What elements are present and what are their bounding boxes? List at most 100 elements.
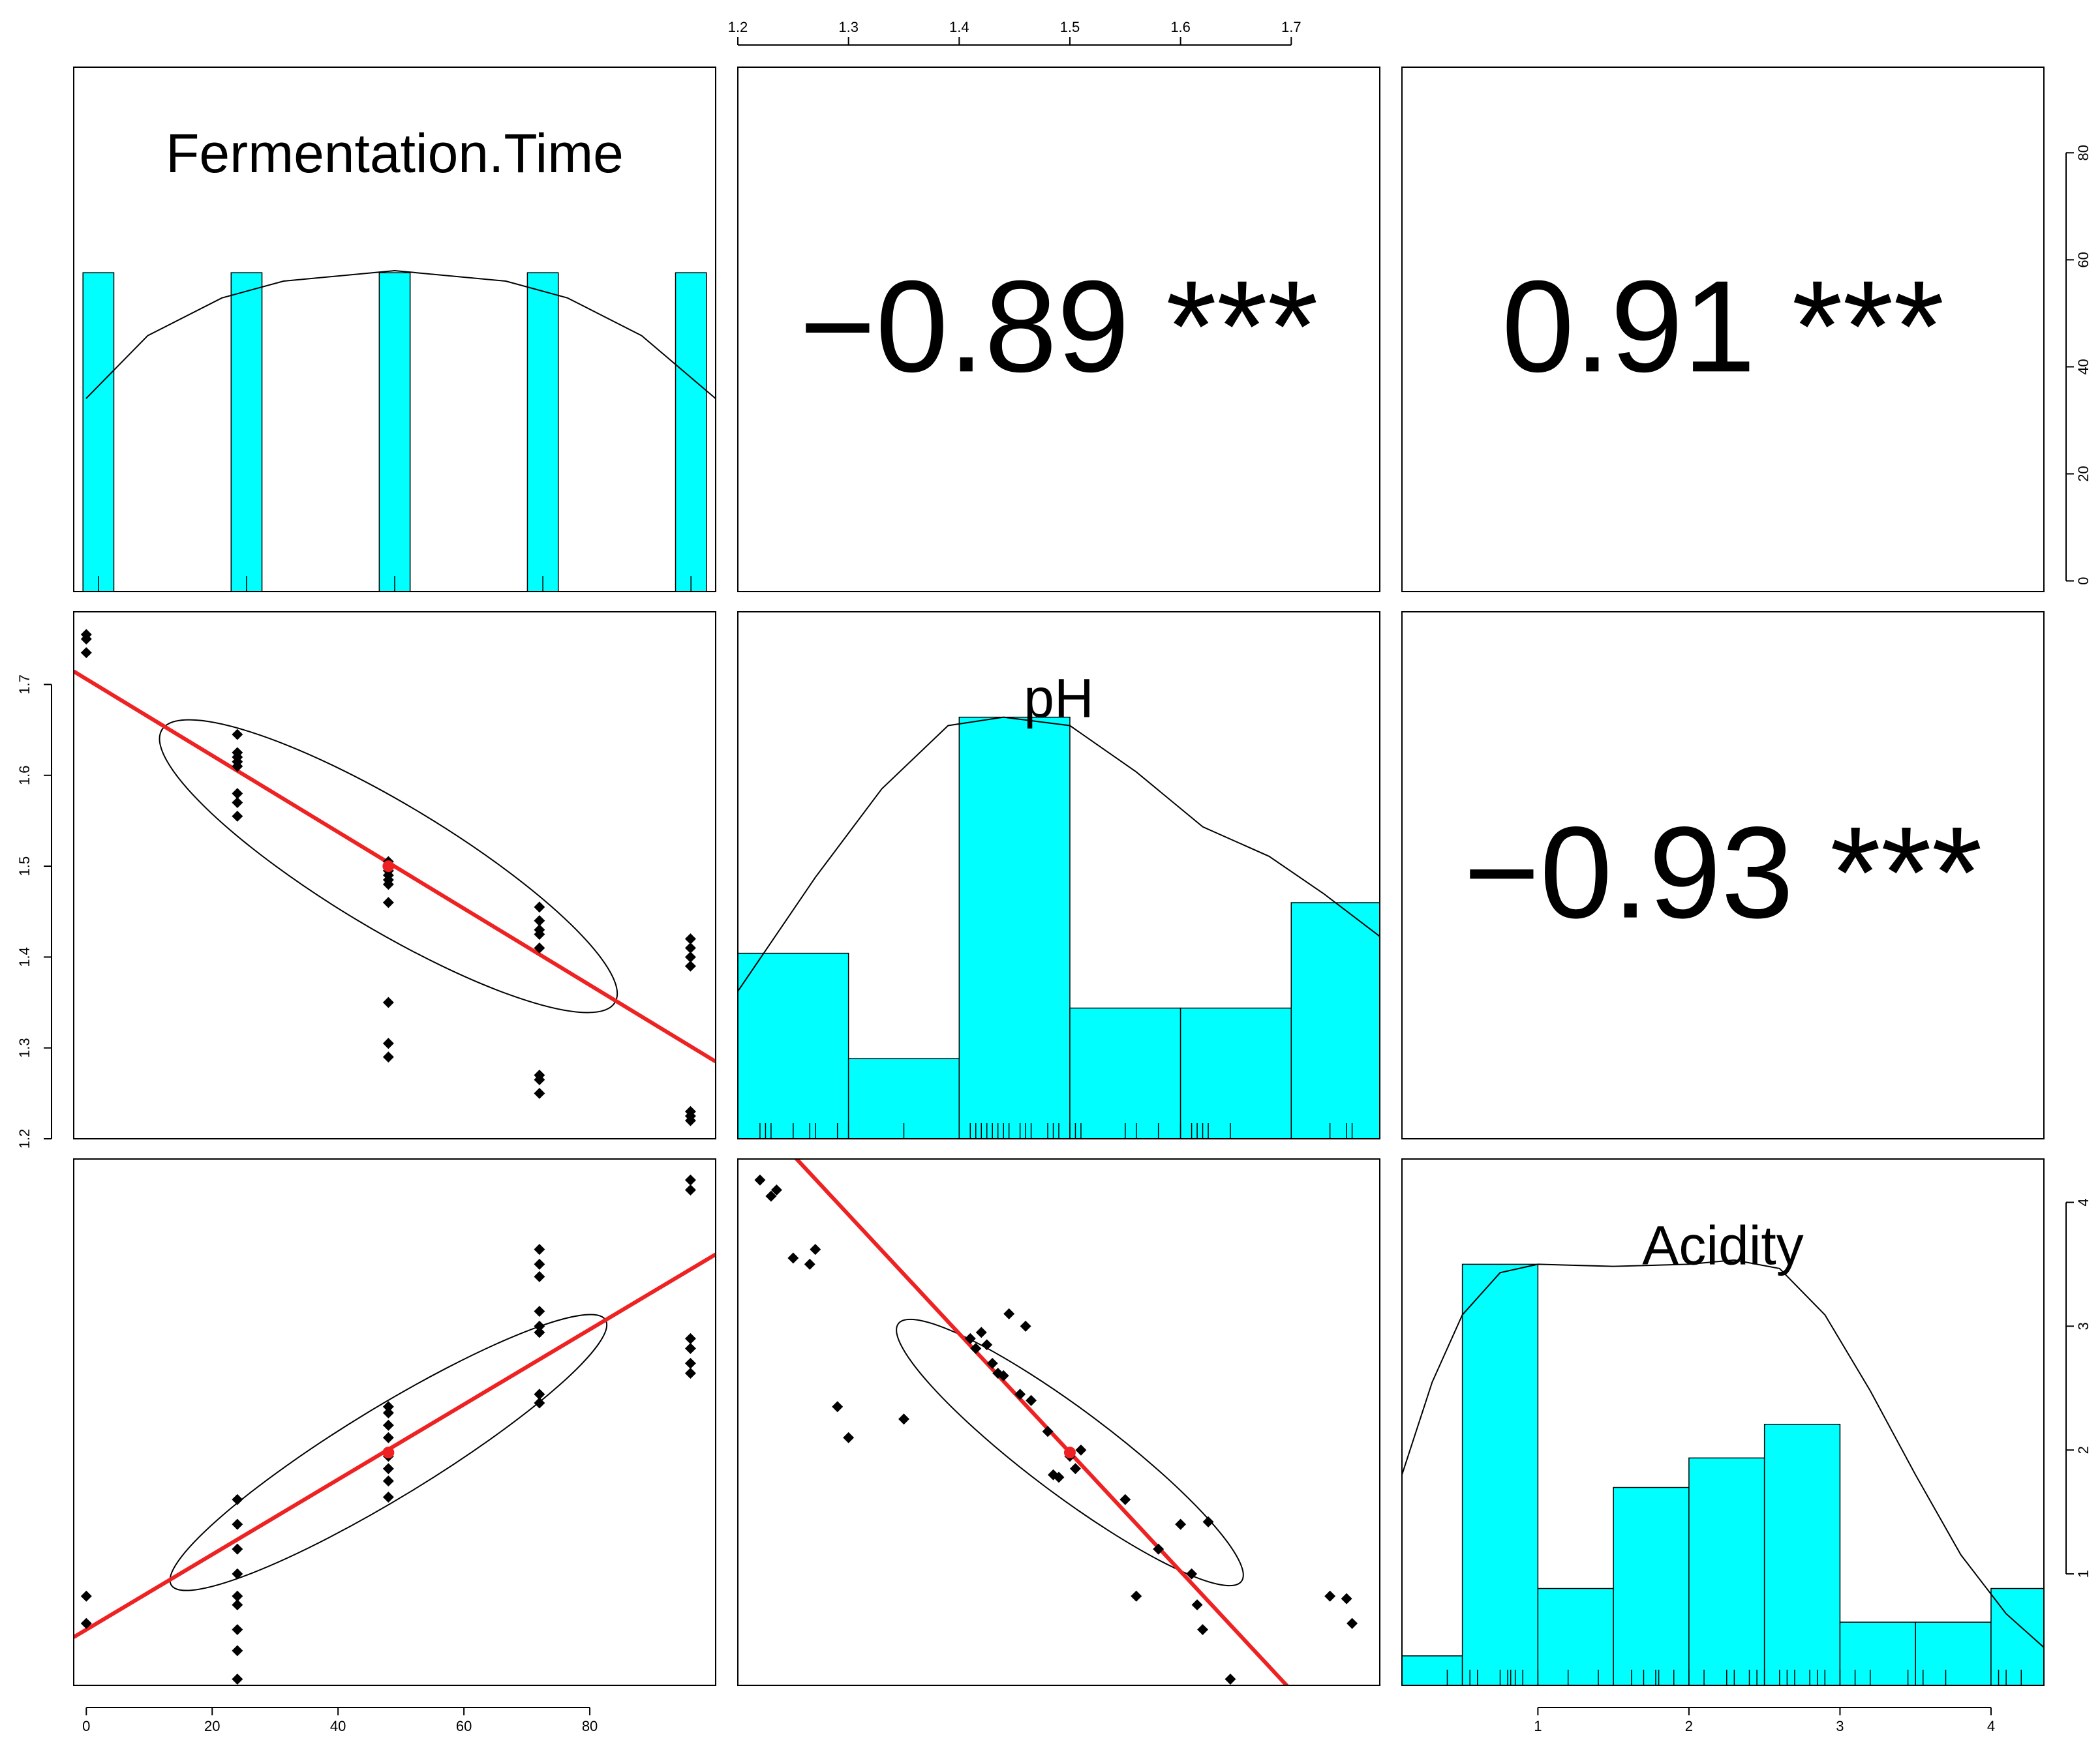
time_acidity-point-14: [382, 1432, 394, 1443]
acidity-hist-bar-6: [1839, 1621, 1916, 1686]
time_acidity-regression-line: [74, 1252, 716, 1639]
fermentation_time-hist-bar-0: [82, 272, 115, 592]
ph_acidity-point-19: [1026, 1394, 1037, 1406]
bottom-time-axis-tick-label-0: 0: [82, 1718, 90, 1734]
right-acidity-axis-tick-label-0: 1: [2075, 1570, 2092, 1578]
time_acidity-point-11: [382, 1401, 394, 1413]
left-ph-axis-tick-label-5: 1.7: [16, 674, 33, 695]
ph_acidity-point-0: [754, 1174, 766, 1186]
time_acidity-point-23: [534, 1320, 545, 1332]
bottom-acidity-axis-tick-label-2: 3: [1836, 1718, 1844, 1734]
time_acidity-point-27: [684, 1174, 696, 1186]
time_acidity-point-18: [382, 1491, 394, 1503]
top-ph-axis-tick-label-1: 1.3: [838, 19, 859, 35]
panel-scatter-time-ph-content: [74, 629, 716, 1126]
panel-acidity-diag-content: [1401, 1259, 2045, 1686]
time_ph-point-29: [684, 933, 696, 945]
time_acidity-point-13: [382, 1419, 394, 1431]
fermentation_time-title: Fermentation.Time: [166, 123, 624, 184]
acidity-density-curve: [1401, 1259, 2045, 1648]
time_ph-regression-line: [74, 669, 716, 1064]
top-ph-axis-tick-label-2: 1.4: [949, 19, 969, 35]
time_ph-point-2: [80, 647, 92, 659]
panel-corr-time-ph-frame: [737, 67, 1380, 592]
right-count-axis-tick-label-4: 80: [2075, 145, 2092, 160]
ph_acidity-point-11: [975, 1327, 987, 1338]
time_ph-point-31: [684, 951, 696, 963]
ph_acidity-point-15: [997, 1370, 1009, 1381]
ph_acidity-point-6: [832, 1401, 844, 1413]
ph_acidity-point-12: [981, 1339, 993, 1351]
time_acidity-point-0: [80, 1590, 92, 1602]
left-ph-axis-tick-label-4: 1.6: [16, 765, 33, 785]
right-acidity-axis-tick-label-1: 2: [2075, 1446, 2092, 1454]
time_acidity-point-8: [232, 1624, 243, 1636]
ph-hist-bar-4: [1179, 1007, 1292, 1139]
ph_acidity-point-25: [1075, 1444, 1087, 1456]
time_ph-point-24: [534, 942, 545, 954]
acidity-hist-bar-2: [1537, 1588, 1614, 1686]
ph_acidity-point-13: [986, 1357, 998, 1369]
panel-scatter-time-ph-frame: [73, 611, 716, 1139]
time_acidity-point-30: [684, 1343, 696, 1355]
panel-ph-diag-content: [737, 716, 1380, 1139]
panel-scatter-ph-acidity-frame: [737, 1158, 1380, 1686]
bottom-time-axis-tick-label-4: 80: [582, 1718, 598, 1734]
acidity-hist-bar-3: [1613, 1486, 1690, 1686]
time_acidity-centroid: [382, 1447, 395, 1459]
ph_acidity-point-17: [1014, 1389, 1026, 1400]
time_acidity-point-12: [382, 1407, 394, 1419]
top-ph-axis-tick-label-0: 1.2: [728, 19, 748, 35]
left-ph-axis-tick-label-3: 1.5: [16, 856, 33, 877]
ph_acidity-point-2: [770, 1184, 782, 1196]
top-ph-axis-tick-label-5: 1.7: [1281, 19, 1301, 35]
time_ph-point-26: [534, 1074, 545, 1085]
time_ph-point-27: [534, 1087, 545, 1099]
panel-ph-diag-frame: [737, 611, 1380, 1139]
correlation-ph-acidity: −0.93 ***: [1463, 800, 1982, 946]
left-ph-axis-tick-label-1: 1.3: [16, 1038, 33, 1058]
top-ph-axis-tick-label-4: 1.6: [1170, 19, 1191, 35]
bottom-acidity-axis-tick-label-3: 4: [1987, 1718, 1995, 1734]
correlation-time-acidity: 0.91 ***: [1502, 254, 1944, 399]
fermentation_time-hist-bar-4: [675, 272, 707, 592]
ph_acidity-point-26: [1119, 1494, 1131, 1505]
ph_acidity-point-1: [765, 1190, 777, 1202]
time_acidity-point-7: [232, 1599, 243, 1611]
ph_acidity-ellipse: [896, 1318, 1244, 1587]
acidity-title: Acidity: [1642, 1214, 1803, 1276]
time_ph-point-22: [534, 915, 545, 927]
right-count-axis-tick-label-1: 20: [2075, 466, 2092, 481]
ph_acidity-point-3: [787, 1252, 799, 1264]
ph-density-curve: [737, 716, 1380, 992]
time_ph-point-3: [232, 729, 243, 740]
time_acidity-point-10: [232, 1674, 243, 1685]
ph_acidity-point-30: [1186, 1568, 1198, 1580]
time_acidity-point-3: [232, 1518, 243, 1530]
right-count-axis-tick-label-3: 60: [2075, 252, 2092, 267]
acidity-hist-bar-5: [1763, 1423, 1841, 1686]
ph_acidity-point-35: [1324, 1590, 1336, 1602]
time_acidity-point-29: [684, 1332, 696, 1344]
bottom-time-axis-tick-label-3: 60: [456, 1718, 472, 1734]
time_acidity-point-32: [684, 1368, 696, 1379]
ph_acidity-point-20: [1042, 1426, 1054, 1437]
time_acidity-point-9: [232, 1645, 243, 1657]
right-count-axis-tick-label-2: 40: [2075, 359, 2092, 374]
time_acidity-point-19: [534, 1244, 545, 1256]
ph_acidity-point-32: [1197, 1624, 1209, 1636]
panel-scatter-time-acidity-frame: [73, 1158, 716, 1686]
time_acidity-point-16: [382, 1463, 394, 1475]
time_acidity-point-24: [534, 1327, 545, 1338]
bottom-acidity-axis-tick-label-0: 1: [1534, 1718, 1542, 1734]
panel-fermentation-diag-content: [82, 269, 716, 592]
time_ph-point-10: [232, 810, 243, 822]
panel-acidity-diag-frame: [1401, 1158, 2045, 1686]
panel-scatter-time-acidity-content: [74, 1174, 716, 1685]
time_acidity-point-2: [232, 1494, 243, 1505]
time_ph-point-18: [382, 1038, 394, 1049]
time_acidity-point-28: [684, 1184, 696, 1196]
ph_acidity-point-34: [1225, 1674, 1236, 1685]
ph_acidity-point-22: [1053, 1471, 1065, 1483]
